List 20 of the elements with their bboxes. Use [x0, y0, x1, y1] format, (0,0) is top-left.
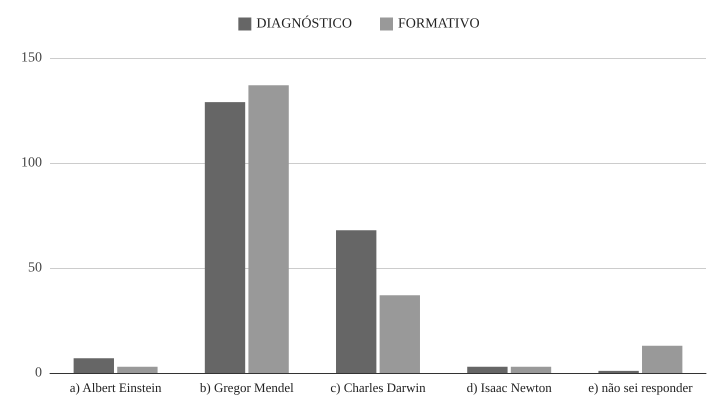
x-tick-label: a) Albert Einstein	[70, 380, 162, 395]
bar	[248, 85, 289, 373]
bar	[117, 366, 158, 373]
bar	[380, 295, 420, 373]
y-tick-label: 0	[35, 366, 42, 380]
y-tick-label: 150	[21, 50, 42, 66]
x-tick-label: c) Charles Darwin	[330, 380, 426, 395]
legend-label: DIAGNÓSTICO	[256, 14, 352, 32]
bar	[510, 366, 552, 373]
y-tick-label: 100	[21, 156, 42, 170]
bar	[642, 346, 682, 373]
x-tick-label: e) não sei responder	[588, 380, 694, 395]
legend-label: FORMATIVO	[398, 16, 480, 32]
x-tick-label: d) Isaac Newton	[466, 380, 552, 395]
bar	[467, 366, 508, 373]
bar	[74, 358, 114, 373]
x-tick-label: b) Gregor Mendel	[200, 380, 294, 395]
bar	[204, 102, 246, 373]
bar	[336, 230, 376, 373]
y-tick-label: 50	[28, 260, 42, 276]
